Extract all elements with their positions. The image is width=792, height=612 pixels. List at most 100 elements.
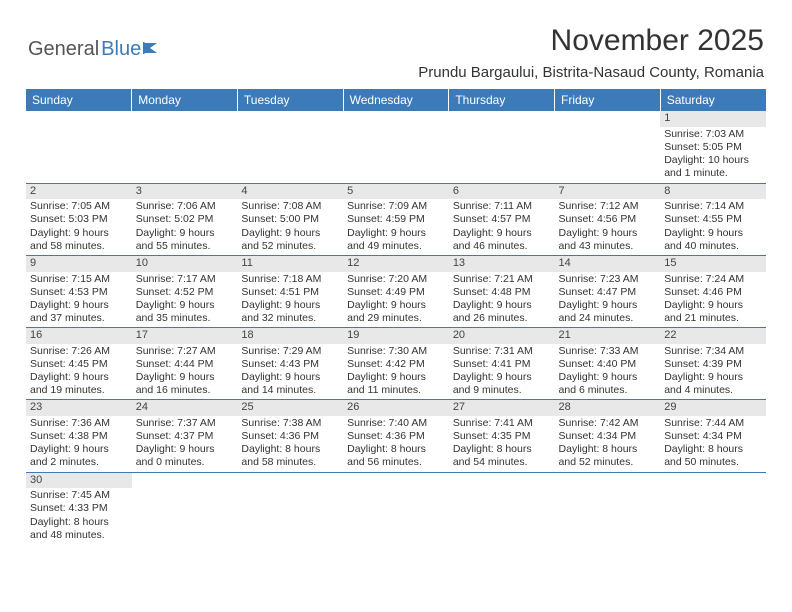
day-body: Sunrise: 7:09 AMSunset: 4:59 PMDaylight:… xyxy=(343,199,449,255)
sunrise-text: Sunrise: 7:45 AM xyxy=(30,489,128,502)
calendar-cell xyxy=(555,111,661,183)
calendar-cell xyxy=(660,472,766,544)
daylight-text: Daylight: 9 hours and 6 minutes. xyxy=(559,371,657,397)
calendar-cell: 8Sunrise: 7:14 AMSunset: 4:55 PMDaylight… xyxy=(660,183,766,255)
calendar-cell: 27Sunrise: 7:41 AMSunset: 4:35 PMDayligh… xyxy=(449,400,555,472)
day-number: 6 xyxy=(449,184,555,200)
calendar-cell xyxy=(26,111,132,183)
calendar-cell: 14Sunrise: 7:23 AMSunset: 4:47 PMDayligh… xyxy=(555,255,661,327)
sunset-text: Sunset: 4:56 PM xyxy=(559,213,657,226)
sunset-text: Sunset: 4:34 PM xyxy=(559,430,657,443)
day-body: Sunrise: 7:44 AMSunset: 4:34 PMDaylight:… xyxy=(660,416,766,472)
sunrise-text: Sunrise: 7:06 AM xyxy=(136,200,234,213)
daylight-text: Daylight: 9 hours and 29 minutes. xyxy=(347,299,445,325)
daylight-text: Daylight: 9 hours and 16 minutes. xyxy=(136,371,234,397)
daylight-text: Daylight: 8 hours and 56 minutes. xyxy=(347,443,445,469)
page-header: General Blue November 2025 Prundu Bargau… xyxy=(0,0,792,89)
day-body: Sunrise: 7:31 AMSunset: 4:41 PMDaylight:… xyxy=(449,344,555,400)
day-number: 14 xyxy=(555,256,661,272)
daylight-text: Daylight: 9 hours and 26 minutes. xyxy=(453,299,551,325)
sunset-text: Sunset: 4:53 PM xyxy=(30,286,128,299)
calendar-body: 1Sunrise: 7:03 AMSunset: 5:05 PMDaylight… xyxy=(26,111,766,544)
calendar-cell: 23Sunrise: 7:36 AMSunset: 4:38 PMDayligh… xyxy=(26,400,132,472)
sunset-text: Sunset: 4:37 PM xyxy=(136,430,234,443)
sunset-text: Sunset: 4:36 PM xyxy=(347,430,445,443)
day-body: Sunrise: 7:23 AMSunset: 4:47 PMDaylight:… xyxy=(555,272,661,328)
day-body: Sunrise: 7:34 AMSunset: 4:39 PMDaylight:… xyxy=(660,344,766,400)
sunrise-text: Sunrise: 7:36 AM xyxy=(30,417,128,430)
calendar-cell: 25Sunrise: 7:38 AMSunset: 4:36 PMDayligh… xyxy=(237,400,343,472)
day-body: Sunrise: 7:37 AMSunset: 4:37 PMDaylight:… xyxy=(132,416,238,472)
col-sunday: Sunday xyxy=(26,89,132,111)
day-number: 24 xyxy=(132,400,238,416)
day-number: 12 xyxy=(343,256,449,272)
daylight-text: Daylight: 9 hours and 46 minutes. xyxy=(453,227,551,253)
daylight-text: Daylight: 9 hours and 40 minutes. xyxy=(664,227,762,253)
sunrise-text: Sunrise: 7:14 AM xyxy=(664,200,762,213)
calendar-week-row: 30Sunrise: 7:45 AMSunset: 4:33 PMDayligh… xyxy=(26,472,766,544)
calendar-cell: 2Sunrise: 7:05 AMSunset: 5:03 PMDaylight… xyxy=(26,183,132,255)
day-body: Sunrise: 7:38 AMSunset: 4:36 PMDaylight:… xyxy=(237,416,343,472)
sunrise-text: Sunrise: 7:33 AM xyxy=(559,345,657,358)
day-number: 2 xyxy=(26,184,132,200)
sunset-text: Sunset: 4:52 PM xyxy=(136,286,234,299)
daylight-text: Daylight: 8 hours and 54 minutes. xyxy=(453,443,551,469)
day-body: Sunrise: 7:33 AMSunset: 4:40 PMDaylight:… xyxy=(555,344,661,400)
day-number: 20 xyxy=(449,328,555,344)
sunrise-text: Sunrise: 7:18 AM xyxy=(241,273,339,286)
calendar-cell xyxy=(343,111,449,183)
sunset-text: Sunset: 4:51 PM xyxy=(241,286,339,299)
sunset-text: Sunset: 4:41 PM xyxy=(453,358,551,371)
day-body: Sunrise: 7:06 AMSunset: 5:02 PMDaylight:… xyxy=(132,199,238,255)
col-wednesday: Wednesday xyxy=(343,89,449,111)
day-body: Sunrise: 7:30 AMSunset: 4:42 PMDaylight:… xyxy=(343,344,449,400)
daylight-text: Daylight: 9 hours and 14 minutes. xyxy=(241,371,339,397)
calendar-cell: 9Sunrise: 7:15 AMSunset: 4:53 PMDaylight… xyxy=(26,255,132,327)
calendar-cell: 11Sunrise: 7:18 AMSunset: 4:51 PMDayligh… xyxy=(237,255,343,327)
calendar-cell: 17Sunrise: 7:27 AMSunset: 4:44 PMDayligh… xyxy=(132,328,238,400)
sunrise-text: Sunrise: 7:42 AM xyxy=(559,417,657,430)
col-tuesday: Tuesday xyxy=(237,89,343,111)
daylight-text: Daylight: 8 hours and 58 minutes. xyxy=(241,443,339,469)
sunrise-text: Sunrise: 7:44 AM xyxy=(664,417,762,430)
sunrise-text: Sunrise: 7:26 AM xyxy=(30,345,128,358)
day-number: 26 xyxy=(343,400,449,416)
calendar-week-row: 2Sunrise: 7:05 AMSunset: 5:03 PMDaylight… xyxy=(26,183,766,255)
calendar-cell: 7Sunrise: 7:12 AMSunset: 4:56 PMDaylight… xyxy=(555,183,661,255)
daylight-text: Daylight: 9 hours and 2 minutes. xyxy=(30,443,128,469)
sunset-text: Sunset: 4:57 PM xyxy=(453,213,551,226)
calendar-cell: 20Sunrise: 7:31 AMSunset: 4:41 PMDayligh… xyxy=(449,328,555,400)
calendar-cell xyxy=(449,111,555,183)
daylight-text: Daylight: 8 hours and 50 minutes. xyxy=(664,443,762,469)
sunrise-text: Sunrise: 7:30 AM xyxy=(347,345,445,358)
day-number: 25 xyxy=(237,400,343,416)
sunrise-text: Sunrise: 7:21 AM xyxy=(453,273,551,286)
day-number: 13 xyxy=(449,256,555,272)
day-body: Sunrise: 7:12 AMSunset: 4:56 PMDaylight:… xyxy=(555,199,661,255)
sunrise-text: Sunrise: 7:20 AM xyxy=(347,273,445,286)
sunrise-text: Sunrise: 7:29 AM xyxy=(241,345,339,358)
sunrise-text: Sunrise: 7:17 AM xyxy=(136,273,234,286)
sunset-text: Sunset: 4:59 PM xyxy=(347,213,445,226)
sunset-text: Sunset: 4:49 PM xyxy=(347,286,445,299)
day-number: 23 xyxy=(26,400,132,416)
daylight-text: Daylight: 9 hours and 19 minutes. xyxy=(30,371,128,397)
day-number: 30 xyxy=(26,473,132,489)
calendar-cell: 26Sunrise: 7:40 AMSunset: 4:36 PMDayligh… xyxy=(343,400,449,472)
day-body: Sunrise: 7:40 AMSunset: 4:36 PMDaylight:… xyxy=(343,416,449,472)
calendar-cell: 24Sunrise: 7:37 AMSunset: 4:37 PMDayligh… xyxy=(132,400,238,472)
flag-icon xyxy=(141,38,165,61)
day-number: 7 xyxy=(555,184,661,200)
calendar-cell: 18Sunrise: 7:29 AMSunset: 4:43 PMDayligh… xyxy=(237,328,343,400)
sunset-text: Sunset: 4:39 PM xyxy=(664,358,762,371)
day-body: Sunrise: 7:11 AMSunset: 4:57 PMDaylight:… xyxy=(449,199,555,255)
daylight-text: Daylight: 9 hours and 9 minutes. xyxy=(453,371,551,397)
day-body: Sunrise: 7:05 AMSunset: 5:03 PMDaylight:… xyxy=(26,199,132,255)
sunset-text: Sunset: 4:46 PM xyxy=(664,286,762,299)
sunrise-text: Sunrise: 7:09 AM xyxy=(347,200,445,213)
sunset-text: Sunset: 4:34 PM xyxy=(664,430,762,443)
daylight-text: Daylight: 9 hours and 43 minutes. xyxy=(559,227,657,253)
title-block: November 2025 Prundu Bargaului, Bistrita… xyxy=(418,24,764,85)
daylight-text: Daylight: 9 hours and 4 minutes. xyxy=(664,371,762,397)
daylight-text: Daylight: 9 hours and 58 minutes. xyxy=(30,227,128,253)
